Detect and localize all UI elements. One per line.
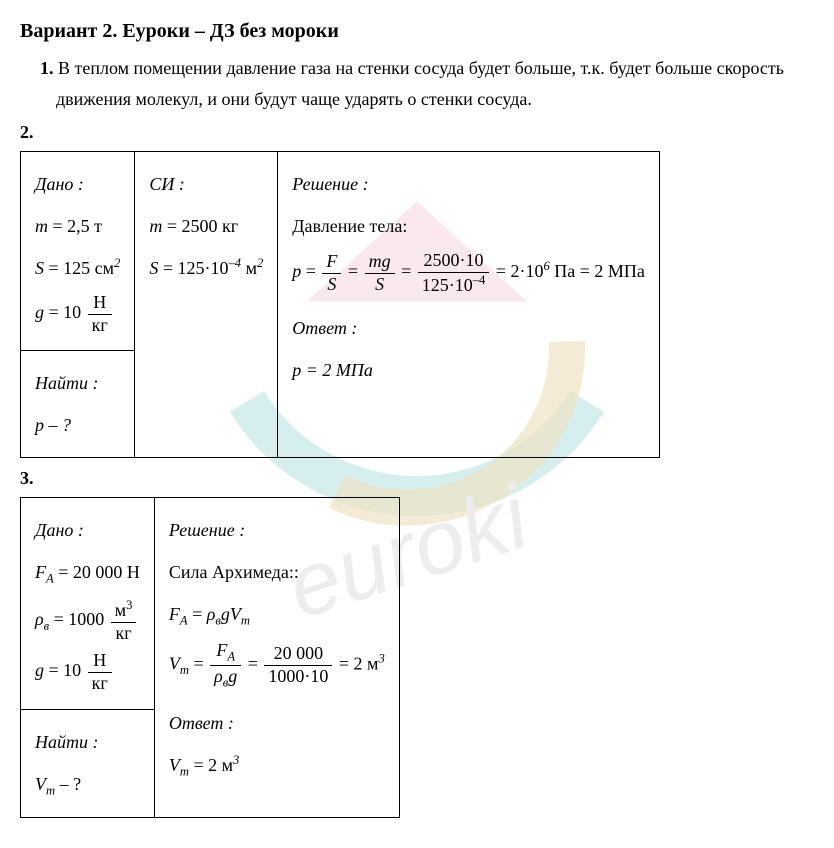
q2-solution-cell: Решение : Давление тела: p = FS = mgS = …	[278, 152, 660, 458]
q3-number: 3.	[20, 468, 814, 489]
question-1: 1. В теплом помещении давление газа на с…	[20, 53, 814, 114]
q2-dano-cell: Дано : m = 2,5 т S = 125 см2 g = 10 Нкг	[21, 152, 135, 351]
solution-label: Сила Архимеда::	[169, 554, 385, 590]
page-title: Вариант 2. Еуроки – ДЗ без мороки	[20, 20, 814, 43]
solution-label: Давление тела:	[292, 208, 645, 244]
q2-si-cell: СИ : m = 2500 кг S = 125·10–4 м2	[135, 152, 278, 458]
q3-solution-cell: Решение : Сила Архимеда:: FA = ρвgVт Vт …	[154, 498, 399, 818]
q2-naiti-cell: Найти : p – ?	[21, 351, 135, 458]
q1-text: В теплом помещении давление газа на стен…	[56, 58, 784, 109]
answer-heading: Ответ :	[292, 310, 645, 346]
q2-number: 2.	[20, 122, 814, 143]
q3-table: Дано : FA = 20 000 Н ρв = 1000 м3кг g = …	[20, 497, 400, 818]
q2-table: Дано : m = 2,5 т S = 125 см2 g = 10 Нкг …	[20, 151, 660, 458]
dano-heading: Дано :	[35, 512, 140, 548]
answer-value: p = 2 МПа	[292, 360, 373, 380]
solution-heading: Решение :	[292, 166, 645, 202]
solution-heading: Решение :	[169, 512, 385, 548]
q1-number: 1.	[40, 58, 54, 78]
si-heading: СИ :	[149, 166, 263, 202]
q3-dano-cell: Дано : FA = 20 000 Н ρв = 1000 м3кг g = …	[21, 498, 155, 709]
dano-heading: Дано :	[35, 166, 120, 202]
answer-heading: Ответ :	[169, 705, 385, 741]
q3-naiti-cell: Найти : Vт – ?	[21, 709, 155, 818]
